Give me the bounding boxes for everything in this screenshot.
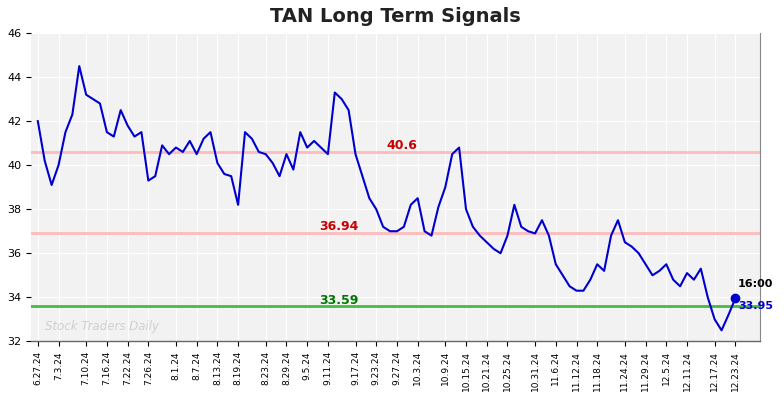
- Text: Stock Traders Daily: Stock Traders Daily: [45, 320, 158, 333]
- Text: 16:00: 16:00: [738, 279, 774, 289]
- Text: 40.6: 40.6: [387, 139, 417, 152]
- Text: 33.95: 33.95: [738, 301, 773, 311]
- Title: TAN Long Term Signals: TAN Long Term Signals: [270, 7, 521, 26]
- Text: 33.59: 33.59: [320, 294, 359, 307]
- Text: 36.94: 36.94: [320, 220, 359, 233]
